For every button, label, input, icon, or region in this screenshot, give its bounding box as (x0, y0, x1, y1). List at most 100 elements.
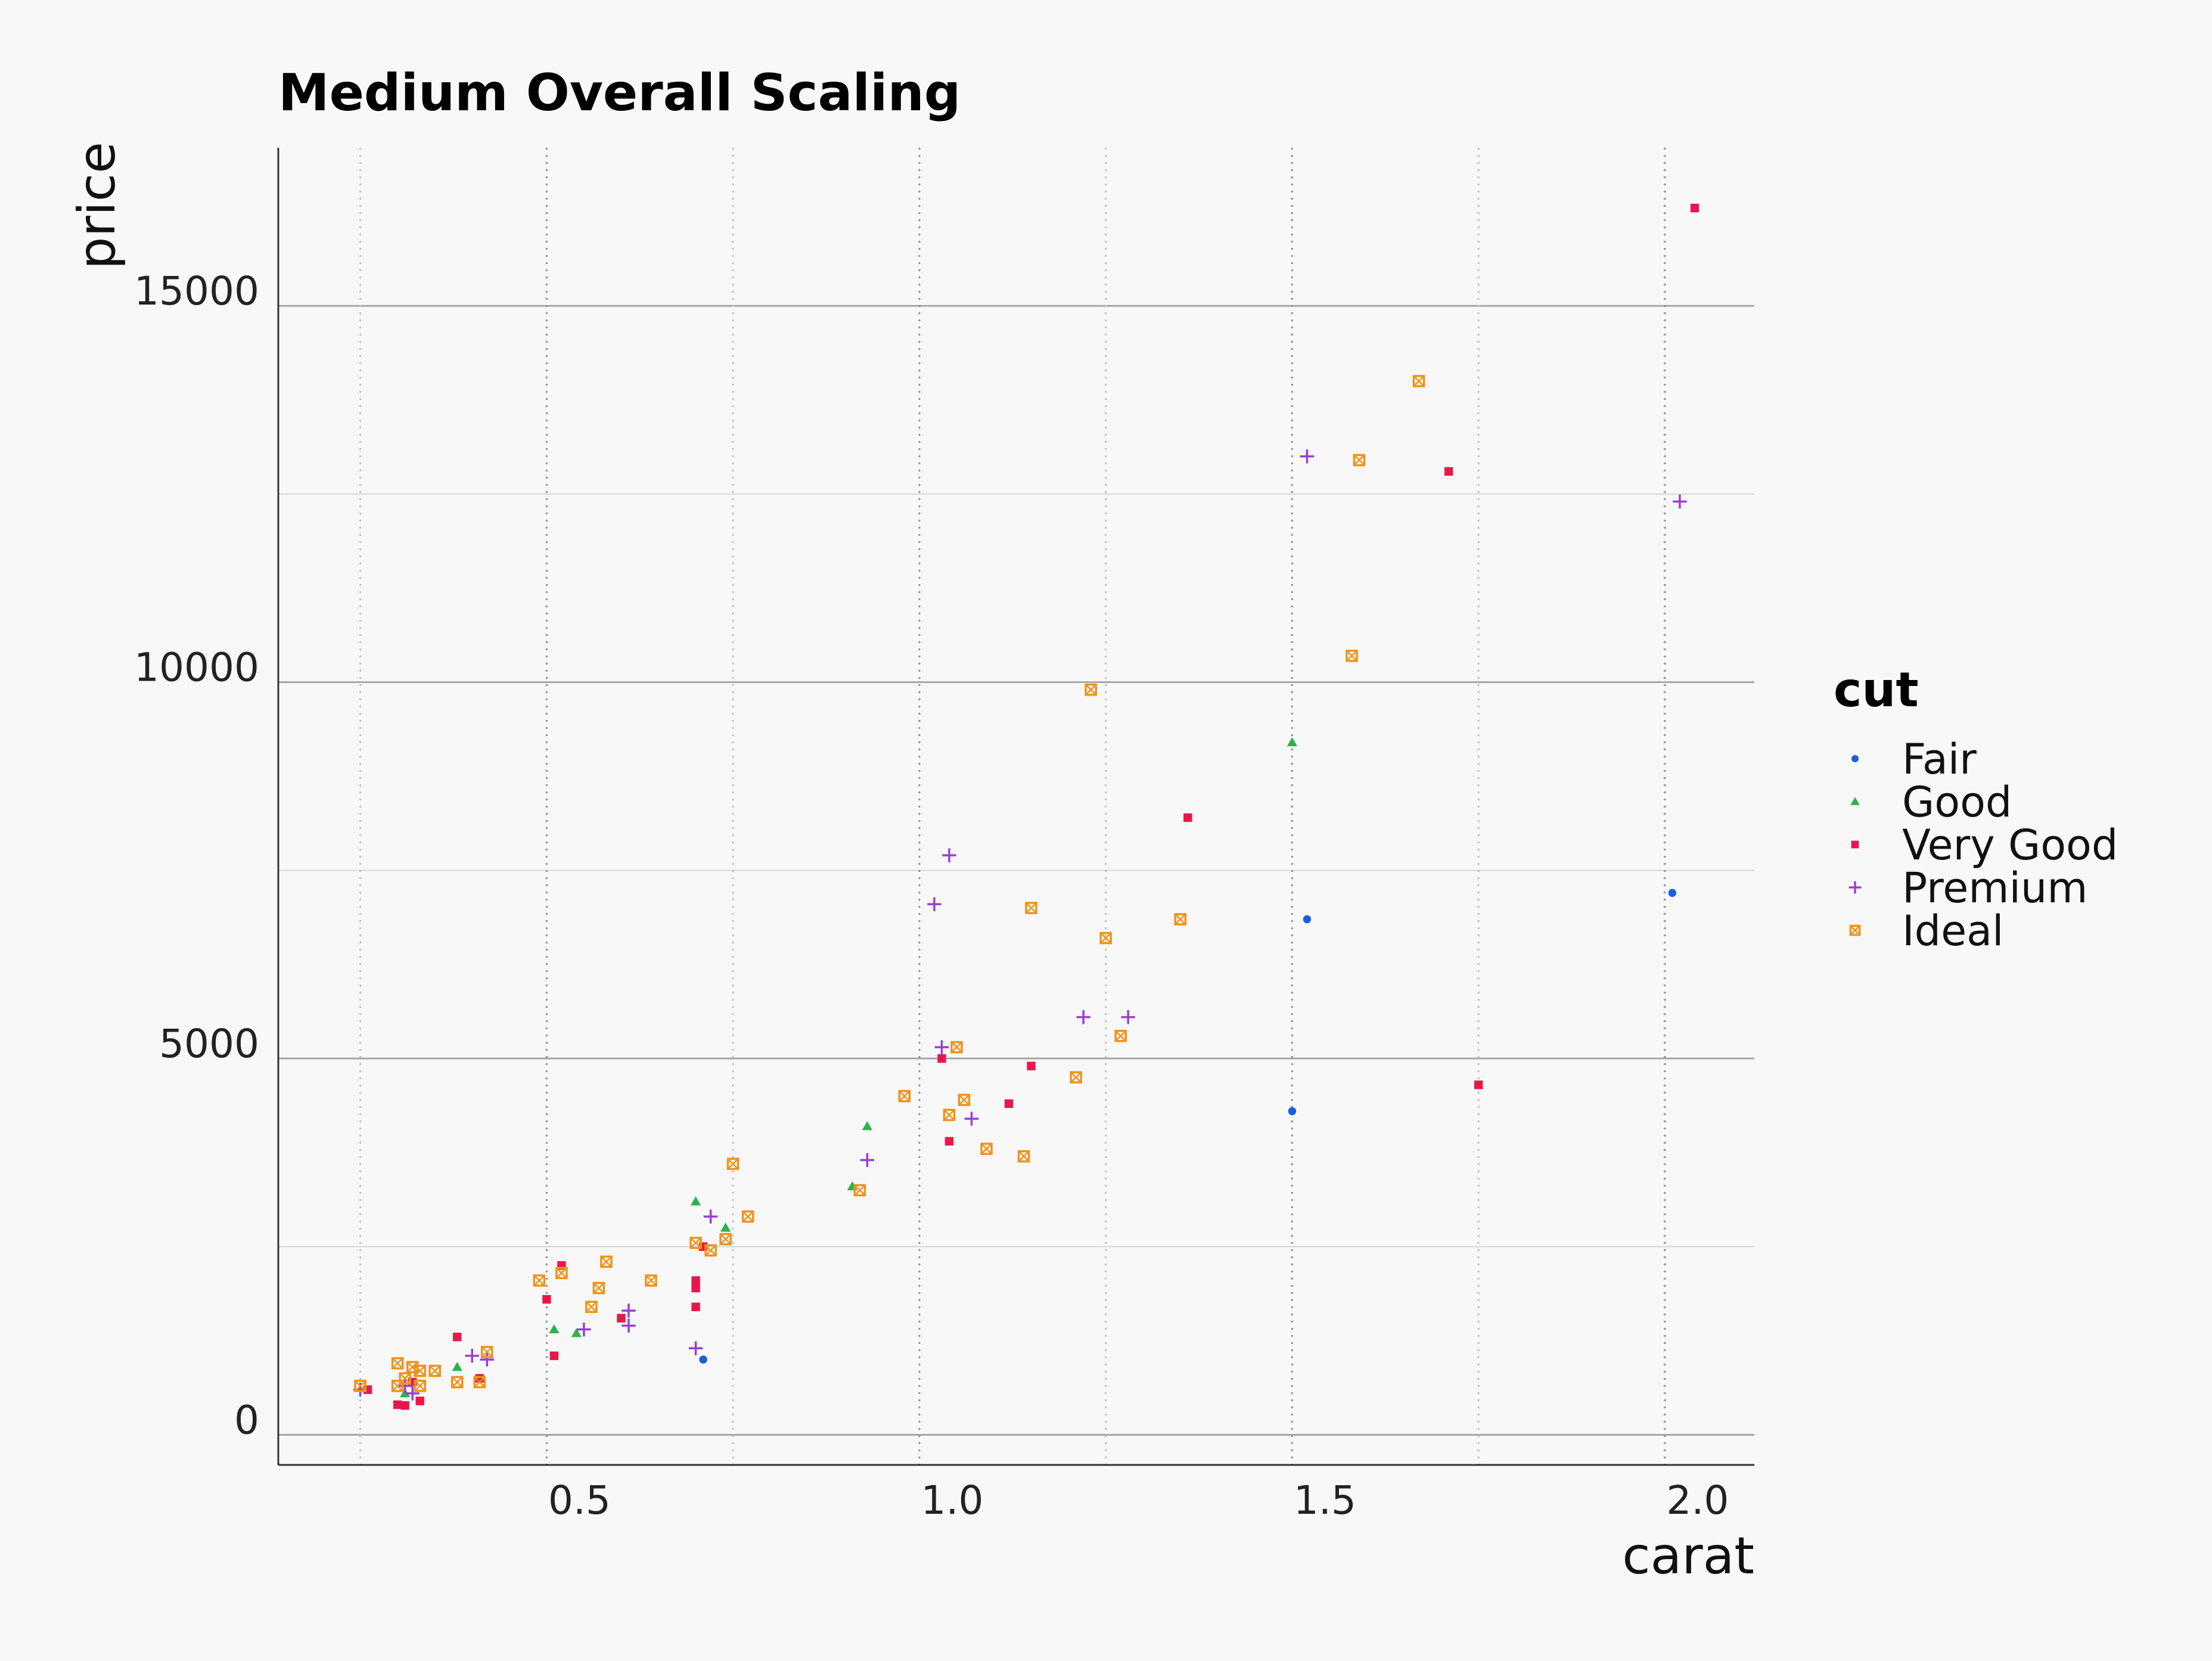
point-ideal (1025, 902, 1037, 914)
x-axis-title: carat (1622, 1526, 1754, 1586)
legend-key-ideal-shape-box (1849, 924, 1861, 936)
point-ideal (943, 1109, 956, 1122)
x-tick-label: 0.5 (548, 1477, 611, 1523)
y-axis-title: price (67, 142, 127, 269)
point-ideal (1346, 650, 1358, 662)
point-ideal-shape-x2 (705, 1244, 717, 1256)
point-very-good-shape (549, 1351, 559, 1361)
point-ideal-shape-x2 (481, 1346, 493, 1358)
point-ideal-shape-box (480, 1346, 493, 1358)
legend-key-fair-shape (1851, 755, 1859, 762)
point-premium (577, 1322, 591, 1337)
point-ideal-shape-x2 (854, 1184, 866, 1196)
point-very-good (542, 1294, 551, 1304)
point-ideal-shape-box (1346, 650, 1358, 662)
point-very-good (1004, 1099, 1014, 1109)
point-ideal-shape-box (555, 1266, 568, 1280)
point-ideal (473, 1376, 486, 1389)
legend-label-fair: Fair (1902, 735, 1977, 784)
point-good-shape (571, 1328, 582, 1337)
point-ideal-shape-box (533, 1274, 546, 1287)
point-ideal-shape-box (1070, 1071, 1082, 1083)
point-premium (465, 1349, 479, 1363)
point-ideal (741, 1210, 754, 1223)
point-very-good (945, 1137, 954, 1146)
point-ideal-shape-box (1025, 902, 1037, 914)
legend-label-very-good: Very Good (1902, 821, 2118, 870)
point-premium (405, 1386, 420, 1401)
chart-title: Medium Overall Scaling (278, 63, 961, 123)
point-ideal (451, 1376, 464, 1389)
point-ideal-shape-x2 (645, 1275, 657, 1287)
point-ideal (399, 1372, 411, 1385)
point-fair-shape (1668, 889, 1677, 897)
legend-key-fair (1851, 755, 1859, 762)
point-very-good-shape (945, 1137, 954, 1146)
point-good (452, 1362, 462, 1371)
point-ideal (1174, 913, 1187, 926)
point-premium (397, 1379, 412, 1393)
x-tick-label: 2.0 (1666, 1477, 1729, 1523)
point-premium (703, 1209, 718, 1224)
point-ideal-shape-box (958, 1094, 971, 1106)
point-ideal-shape-box (898, 1089, 911, 1103)
point-ideal (689, 1237, 702, 1249)
point-very-good-shape (1004, 1099, 1014, 1109)
point-very-good (1183, 813, 1192, 822)
point-ideal-shape-x2 (414, 1365, 426, 1377)
legend-label-ideal: Ideal (1902, 906, 2004, 955)
point-ideal (853, 1184, 866, 1197)
point-ideal-shape-box (428, 1364, 442, 1377)
point-premium (1076, 1010, 1091, 1024)
point-ideal-shape-box (451, 1376, 464, 1389)
point-ideal (645, 1274, 657, 1287)
legend-key-ideal-shape-x2 (1850, 925, 1860, 936)
point-fair (1303, 915, 1312, 924)
point-ideal-shape-box (704, 1244, 717, 1257)
point-very-good-shape (453, 1333, 462, 1342)
point-premium (934, 1040, 949, 1054)
point-ideal (391, 1357, 404, 1370)
point-ideal-shape-box (1174, 913, 1187, 926)
point-ideal (1017, 1150, 1030, 1163)
point-ideal-shape-box (399, 1372, 411, 1385)
point-ideal-shape-box (1353, 454, 1366, 467)
point-ideal-shape-box (391, 1357, 404, 1370)
point-ideal-shape-x2 (899, 1090, 911, 1102)
point-ideal (1412, 375, 1425, 387)
legend-key-ideal (1849, 924, 1861, 936)
point-ideal-shape-x2 (727, 1158, 739, 1170)
point-ideal-shape-x2 (720, 1233, 732, 1245)
point-ideal (600, 1255, 613, 1268)
point-premium (942, 848, 956, 862)
legend-label-good: Good (1902, 778, 2012, 827)
point-ideal-shape-x2 (414, 1380, 426, 1392)
point-ideal-shape-x2 (1026, 902, 1037, 914)
point-ideal-shape-x2 (1100, 932, 1112, 944)
point-ideal (1114, 1029, 1127, 1042)
point-ideal (1353, 454, 1366, 467)
point-good (571, 1328, 582, 1337)
point-ideal-shape-x2 (981, 1143, 992, 1155)
x-tick-label: 1.5 (1294, 1477, 1356, 1523)
point-ideal-shape-box (391, 1380, 404, 1392)
point-ideal (1085, 683, 1097, 696)
point-good-shape (720, 1222, 731, 1232)
point-ideal-shape-x2 (1085, 684, 1097, 696)
point-ideal-shape-x2 (533, 1275, 545, 1287)
point-fair (1288, 1107, 1297, 1116)
point-very-good-shape (691, 1284, 700, 1293)
point-ideal (354, 1380, 366, 1392)
point-premium (1121, 1010, 1135, 1024)
point-good (549, 1324, 560, 1334)
point-good-shape (452, 1362, 462, 1371)
point-premium (622, 1303, 636, 1318)
point-ideal-shape-x2 (1175, 913, 1186, 925)
point-ideal-shape-x2 (1346, 650, 1357, 662)
point-good-shape (549, 1324, 560, 1334)
point-very-good-shape (393, 1400, 402, 1409)
point-ideal (980, 1142, 993, 1155)
point-ideal (585, 1300, 598, 1314)
point-very-good-shape (1474, 1081, 1483, 1089)
